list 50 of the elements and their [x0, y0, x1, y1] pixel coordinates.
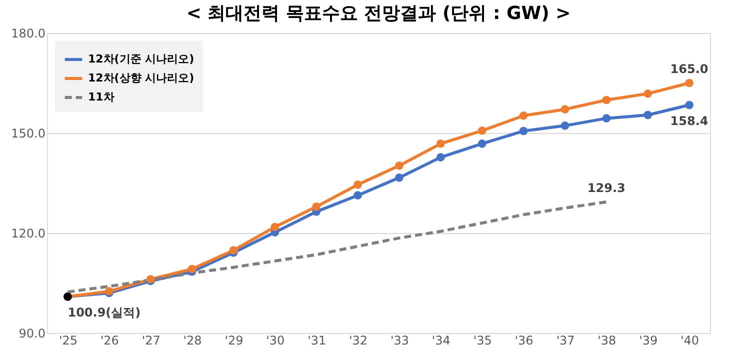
point: [229, 246, 238, 255]
legend-label: 12차(기준 시나리오): [88, 52, 194, 66]
x-tick-label: '26: [100, 334, 119, 348]
point: [602, 96, 611, 104]
point: [519, 111, 528, 120]
point: [685, 78, 694, 88]
annotation: 158.4: [670, 114, 708, 128]
point: [560, 121, 570, 130]
x-tick-label: '40: [680, 334, 700, 348]
point: [188, 264, 196, 274]
point: [478, 139, 486, 148]
point: [685, 100, 694, 110]
x-tick-label: '30: [266, 334, 285, 348]
y-tick-label: 90.0: [18, 326, 46, 340]
y-tick-label: 180.0: [11, 26, 46, 40]
point: [644, 110, 652, 120]
annotation: 100.9(실적): [68, 306, 141, 320]
x-tick-label: '29: [224, 334, 244, 348]
x-tick-label: '36: [514, 334, 534, 348]
point: [312, 202, 321, 211]
legend-label: 11차: [88, 90, 114, 104]
point: [270, 222, 280, 232]
point: [602, 114, 611, 123]
point: [478, 126, 486, 135]
x-tick-label: '38: [598, 334, 616, 348]
x-tick-label: '34: [432, 334, 450, 348]
point: [354, 180, 362, 189]
point: [354, 191, 362, 200]
legend-label: 12차(상향 시나리오): [88, 72, 194, 84]
annotation: 165.0: [670, 62, 708, 76]
chart-title: < 최대전력 목표수요 전망결과 (단위 : GW) >: [186, 3, 571, 24]
x-tick-label: '32: [348, 334, 368, 348]
x-tick-label: '28: [183, 334, 202, 348]
x-tick-label: '35: [473, 334, 492, 348]
x-tick-label: '27: [142, 334, 160, 348]
x-tick-label: '31: [308, 334, 326, 348]
point: [395, 173, 404, 182]
y-tick-label: 150.0: [11, 126, 46, 140]
point: [519, 126, 528, 136]
point: [436, 139, 445, 148]
y-tick-label: 120.0: [11, 226, 46, 240]
point: [644, 89, 652, 98]
annotation: 129.3: [587, 181, 626, 195]
point: [560, 105, 570, 114]
x-tick-label: '37: [556, 334, 575, 348]
point: [436, 153, 445, 162]
point: [395, 161, 404, 170]
x-tick-label: '25: [58, 334, 78, 348]
x-tick-label: '33: [390, 334, 410, 348]
x-tick-label: '39: [639, 334, 658, 348]
